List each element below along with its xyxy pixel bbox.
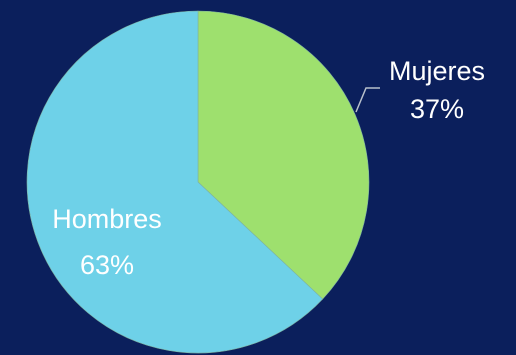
pie-slice-hombres (26, 10, 324, 354)
slice-label-mujeres-name: Mujeres (389, 56, 485, 86)
slice-label-mujeres-value: 37% (410, 94, 464, 124)
leader-line-mujeres (355, 87, 380, 113)
pie-slice-mujeres (197, 10, 370, 300)
pie-slices (26, 10, 370, 354)
slice-label-hombres-name: Hombres (52, 204, 162, 234)
slice-label-hombres-value: 63% (80, 250, 134, 280)
